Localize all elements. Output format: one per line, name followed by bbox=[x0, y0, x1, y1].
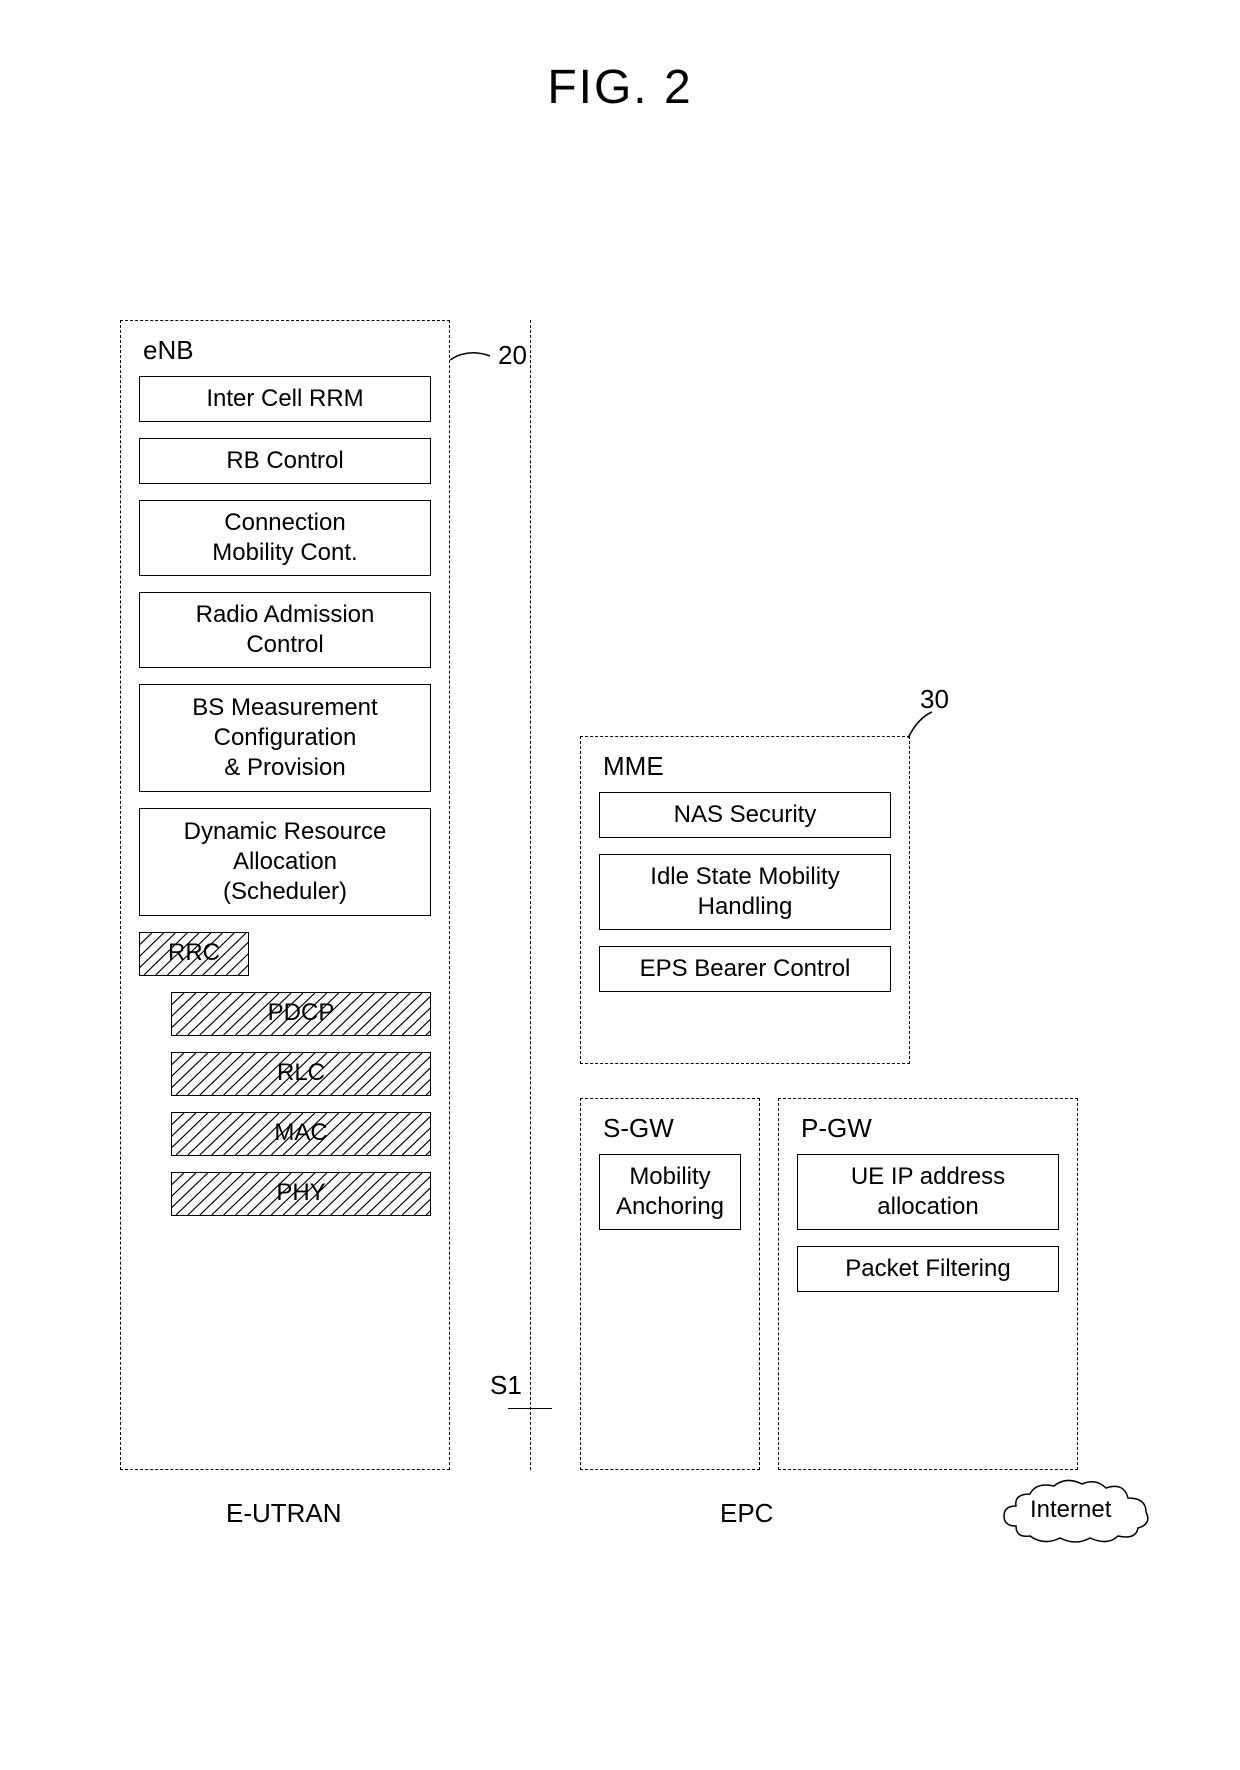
mme-ref-number: 30 bbox=[920, 684, 949, 715]
proto-box: RLC bbox=[171, 1052, 431, 1096]
mme-func-list: NAS Security Idle State MobilityHandling E… bbox=[599, 792, 891, 992]
func-box: Packet Filtering bbox=[797, 1246, 1059, 1292]
proto-box: MAC bbox=[171, 1112, 431, 1156]
enb-ref-number: 20 bbox=[498, 340, 527, 371]
func-box: Inter Cell RRM bbox=[139, 376, 431, 422]
mme-label: MME bbox=[599, 751, 891, 782]
func-box: Radio AdmissionControl bbox=[139, 592, 431, 668]
s1-divider bbox=[530, 320, 531, 1470]
pgw-func-list: UE IP addressallocation Packet Filtering bbox=[797, 1154, 1059, 1292]
internet-label: Internet bbox=[1030, 1496, 1111, 1524]
func-box: ConnectionMobility Cont. bbox=[139, 500, 431, 576]
enb-label: eNB bbox=[139, 335, 431, 366]
mme-container: MME NAS Security Idle State MobilityHandl… bbox=[580, 736, 910, 1064]
sgw-func-list: MobilityAnchoring bbox=[599, 1154, 741, 1230]
figure-title: FIG. 2 bbox=[0, 60, 1240, 115]
enb-proto-list: RRC PDCP RLC MAC PHY bbox=[139, 932, 431, 1216]
proto-box: PHY bbox=[171, 1172, 431, 1216]
proto-box: PDCP bbox=[171, 992, 431, 1036]
func-box: Dynamic ResourceAllocation(Scheduler) bbox=[139, 808, 431, 916]
pgw-label: P-GW bbox=[797, 1113, 1059, 1144]
eutran-label: E-UTRAN bbox=[226, 1498, 342, 1529]
enb-container: eNB Inter Cell RRM RB Control ConnectionMo… bbox=[120, 320, 450, 1470]
pgw-container: P-GW UE IP addressallocation Packet Filte… bbox=[778, 1098, 1078, 1470]
func-box: RB Control bbox=[139, 438, 431, 484]
enb-func-list: Inter Cell RRM RB Control ConnectionMobili… bbox=[139, 376, 431, 916]
func-box: UE IP addressallocation bbox=[797, 1154, 1059, 1230]
s1-tick bbox=[508, 1408, 552, 1409]
epc-label: EPC bbox=[720, 1498, 773, 1529]
sgw-container: S-GW MobilityAnchoring bbox=[580, 1098, 760, 1470]
func-box: EPS Bearer Control bbox=[599, 946, 891, 992]
func-box: NAS Security bbox=[599, 792, 891, 838]
func-box: BS MeasurementConfiguration& Provision bbox=[139, 684, 431, 792]
func-box: MobilityAnchoring bbox=[599, 1154, 741, 1230]
sgw-label: S-GW bbox=[599, 1113, 741, 1144]
func-box: Idle State MobilityHandling bbox=[599, 854, 891, 930]
s1-label: S1 bbox=[490, 1370, 522, 1401]
proto-box: RRC bbox=[139, 932, 249, 976]
